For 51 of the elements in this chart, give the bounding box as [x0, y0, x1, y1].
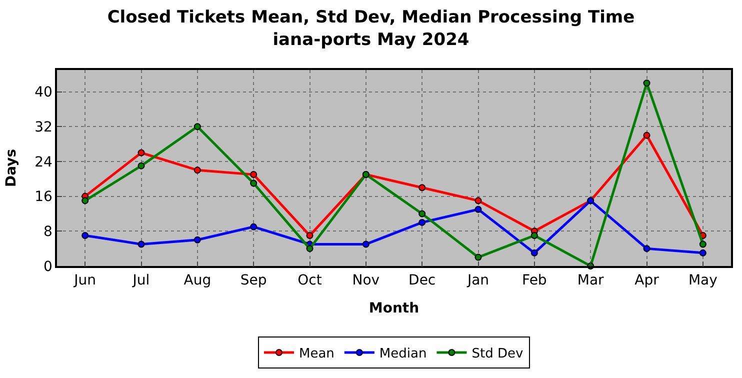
- point: [250, 223, 258, 230]
- x-tick-label: Jun: [73, 272, 96, 289]
- point: [474, 206, 482, 213]
- point: [194, 166, 201, 174]
- point: [306, 245, 314, 252]
- x-tick-label: Oct: [298, 272, 322, 289]
- y-tick-label: 0: [44, 258, 52, 275]
- point: [699, 249, 706, 256]
- point: [643, 245, 650, 252]
- point: [250, 180, 258, 187]
- x-tick-label: Sep: [240, 272, 267, 289]
- point: [530, 232, 538, 240]
- x-tick-label: Aug: [184, 272, 212, 289]
- y-tick-label: 32: [34, 120, 52, 136]
- point: [82, 197, 89, 204]
- x-tick-label: Feb: [522, 272, 547, 289]
- x-tick-label: Apr: [634, 272, 660, 289]
- x-axis-title: Month: [368, 300, 420, 316]
- point: [82, 232, 89, 240]
- point: [643, 132, 650, 139]
- y-axis-title: Days: [4, 148, 20, 188]
- point: [418, 210, 426, 218]
- point: [362, 240, 370, 248]
- y-tick-label: 24: [34, 154, 53, 170]
- legend-label: Median: [379, 346, 427, 362]
- y-tick-label: 16: [34, 189, 53, 206]
- point: [699, 240, 706, 248]
- x-tick-label: Dec: [408, 272, 436, 289]
- legend-label: Std Dev: [472, 346, 524, 362]
- point: [138, 149, 145, 156]
- chart-title: Closed Tickets Mean, Std Dev, Median Processing Time iana-ports May 2024: [107, 8, 635, 50]
- point: [474, 254, 482, 261]
- point: [530, 249, 538, 256]
- point: [643, 80, 650, 87]
- point: [418, 218, 426, 226]
- point: [306, 232, 314, 240]
- x-tick-label: Mar: [577, 272, 604, 289]
- x-tick-label: May: [688, 272, 718, 289]
- point: [418, 184, 426, 192]
- y-tick-label: 40: [34, 84, 52, 101]
- point: [250, 171, 258, 178]
- point: [194, 236, 201, 244]
- x-tick-label: Jul: [132, 272, 150, 289]
- x-tick-label: Jan: [466, 272, 490, 289]
- y-tick-label: 8: [44, 224, 52, 240]
- point: [194, 123, 201, 130]
- x-tick-label: Nov: [352, 272, 380, 289]
- point: [138, 162, 145, 170]
- legend-label: Mean: [299, 346, 334, 362]
- point: [138, 240, 145, 248]
- point: [474, 197, 482, 204]
